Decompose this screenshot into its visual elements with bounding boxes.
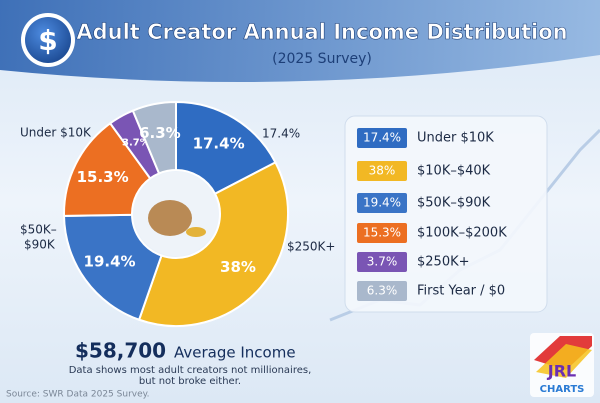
legend-label: $250K+ <box>417 255 470 270</box>
coin-stack <box>186 227 206 237</box>
logo-stripe <box>536 344 592 378</box>
annotation: $250K+ <box>287 240 335 254</box>
legend-label: $100K–$200K <box>417 226 507 241</box>
donut: 17.4% 38% 19.4% 15.3% 3.7%6.3% <box>62 100 289 327</box>
note-line: but not broke either. <box>139 376 241 387</box>
legend-value: 6.3% <box>367 284 398 298</box>
legend-value: 15.3% <box>363 226 401 240</box>
annotation: Under $10K <box>20 126 92 140</box>
legend-value: 19.4% <box>363 196 401 210</box>
legend-swatch <box>357 128 407 148</box>
annotation: $50K– <box>20 223 57 237</box>
legend-label: First Year / $0 <box>417 284 505 299</box>
legend-swatch <box>357 223 407 243</box>
annotation: 17.4% <box>262 127 300 141</box>
slice <box>175 100 277 196</box>
slice <box>63 121 152 217</box>
legend-label: $50K–$90K <box>417 196 491 211</box>
legend-swatch <box>357 161 407 181</box>
legend: 17.4% Under $10K 38% $10K–$40K 19.4% $50K–$90… <box>357 128 507 301</box>
logo-text: JRL <box>547 362 576 381</box>
legend-swatch <box>357 252 407 272</box>
annotations: Under $10K 17.4% $50K–$90K $250K+ <box>20 126 335 254</box>
slice-label: 17.4% <box>193 134 245 152</box>
slice-label: 38% <box>220 258 256 276</box>
average-value: $58,700 <box>75 339 166 363</box>
legend-swatch <box>357 193 407 213</box>
slice <box>131 100 177 175</box>
subtitle: (2025 Survey) <box>272 51 372 67</box>
slice-label: 15.3% <box>77 168 129 186</box>
money-bag <box>148 200 192 236</box>
average-label: Average Income <box>174 344 296 362</box>
legend-label: $10K–$40K <box>417 164 491 179</box>
note-line: Data shows most adult creators not milli… <box>69 365 312 376</box>
logo-text: CHARTS <box>540 384 585 395</box>
legend-value: 17.4% <box>363 131 401 145</box>
title: Adult Creator Annual Income Distribution <box>76 20 567 44</box>
dollar-icon <box>25 17 71 63</box>
slice <box>62 213 163 322</box>
legend-swatch <box>357 281 407 301</box>
slice-label: 6.3% <box>139 124 181 142</box>
dollar-sign: $ <box>38 24 57 57</box>
slice-label: 19.4% <box>84 253 136 271</box>
legend-value: 38% <box>369 164 396 178</box>
slice-label: 3.7% <box>122 137 150 148</box>
slice <box>137 161 289 327</box>
header-band <box>0 0 600 82</box>
source: Source: SWR Data 2025 Survey. <box>6 390 150 400</box>
legend-value: 3.7% <box>367 255 398 269</box>
legend-label: Under $10K <box>417 131 494 146</box>
annotation: $90K <box>24 238 56 252</box>
